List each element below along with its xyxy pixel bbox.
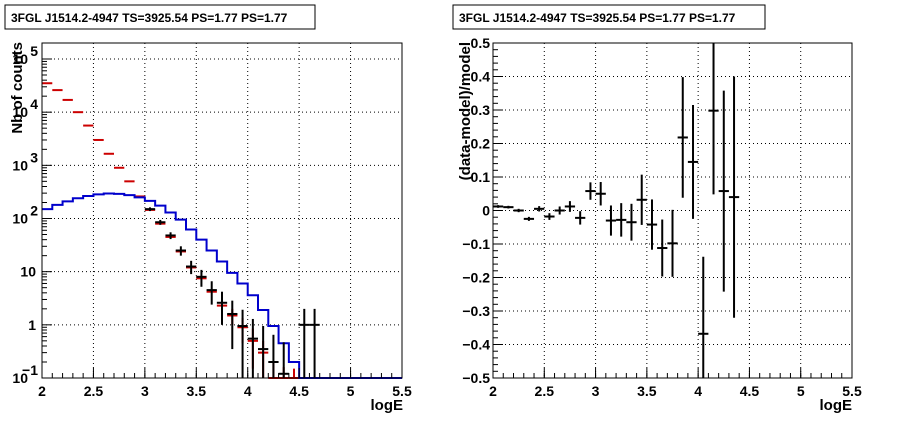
- residual-point: [534, 206, 545, 212]
- residual-point: [605, 205, 617, 236]
- data-point: [216, 291, 228, 325]
- data-point: [186, 260, 197, 275]
- residual-point: [626, 203, 637, 241]
- data-point: [155, 219, 166, 225]
- x-tick-label: 4.5: [289, 383, 309, 399]
- residual-point: [554, 206, 565, 215]
- y-tick-exponent: 4: [30, 96, 38, 112]
- residual-point: [575, 211, 586, 225]
- x-axis-title: logE: [820, 397, 853, 414]
- data-point: [299, 308, 310, 378]
- x-tick-label: 2: [38, 383, 46, 399]
- y-tick-label: −0.5: [462, 370, 490, 386]
- title-box: [4, 4, 316, 30]
- data-point: [258, 326, 269, 378]
- y-tick-label: 10: [12, 51, 28, 67]
- y-tick-label: −0.3: [462, 303, 490, 319]
- grid: [42, 43, 402, 378]
- title-box: [452, 4, 766, 30]
- residual-point: [564, 201, 576, 212]
- x-tick-label: 3: [141, 383, 149, 399]
- y-tick-label: −0.1: [462, 236, 490, 252]
- y-tick-label: 0.2: [471, 136, 491, 152]
- chart-title: 3FGL J1514.2-4947 TS=3925.54 PS=1.77 PS=…: [459, 11, 736, 25]
- y-tick-label: 1: [28, 317, 36, 333]
- axes: 2 2.5 3 3.5 4 4.5 5 5.5 −0.5 −0.4 −0.3 −0.2 −0.1 0 0.1…: [462, 35, 862, 399]
- y-tick-label: 0.4: [471, 69, 491, 85]
- residual-point: [523, 216, 535, 221]
- x-tick-label: 3.5: [187, 383, 207, 399]
- y-tick-label: 10: [20, 264, 36, 280]
- data-point: [175, 246, 186, 256]
- residual-point: [667, 209, 678, 277]
- y-tick-exponent: 3: [30, 149, 38, 165]
- residual-point: [718, 90, 729, 292]
- data-point: [268, 334, 279, 378]
- x-tick-label: 5.5: [392, 383, 412, 399]
- y-tick-label: 10: [12, 157, 28, 173]
- residual-point: [544, 213, 555, 220]
- data-marks: [493, 43, 740, 378]
- data-point: [165, 232, 176, 240]
- y-tick-label: −0.4: [462, 337, 490, 353]
- y-tick-label: −0.2: [462, 270, 490, 286]
- residual-point: [657, 219, 668, 277]
- plot-frame: [41, 42, 403, 379]
- x-tick-label: 2.5: [535, 383, 555, 399]
- residual-point: [595, 182, 606, 206]
- x-tick-label: 2: [489, 383, 497, 399]
- residual-point: [585, 182, 596, 200]
- data-point: [247, 318, 258, 378]
- y-tick-exponent: 5: [30, 43, 38, 59]
- residual-point: [708, 43, 719, 195]
- data-point: [144, 207, 156, 212]
- y-tick-label: 10: [12, 370, 28, 386]
- y-tick-label: 0.5: [471, 35, 491, 51]
- x-tick-label: 4: [694, 383, 702, 399]
- x-tick-label: 5: [797, 383, 805, 399]
- residuals-panel: 2 2.5 3 3.5 4 4.5 5 5.5 −0.5 −0.4 −0.3 −0.2 −0.1 0 0.1…: [452, 4, 862, 414]
- x-tick-label: 5.5: [842, 383, 862, 399]
- residual-point: [698, 256, 709, 378]
- residual-point: [503, 205, 514, 209]
- residual-point: [636, 174, 647, 225]
- residual-point: [616, 203, 627, 237]
- data-point: [278, 342, 289, 378]
- x-tick-label: 2.5: [84, 383, 104, 399]
- y-tick-label: 0.3: [471, 102, 491, 118]
- data-point: [196, 269, 207, 287]
- data-point: [227, 300, 238, 350]
- residual-point: [687, 104, 699, 219]
- x-tick-label: 3: [592, 383, 600, 399]
- residual-point: [646, 199, 658, 250]
- chart-title: 3FGL J1514.2-4947 TS=3925.54 PS=1.77 PS=…: [11, 11, 288, 25]
- y-tick-exponent: −1: [22, 362, 38, 378]
- y-tick-label: 10: [12, 104, 28, 120]
- x-axis-title: logE: [371, 397, 404, 414]
- y-axis-title: Nb of counts: [9, 42, 26, 134]
- x-tick-label: 4.5: [740, 383, 760, 399]
- y-tick-exponent: 2: [30, 203, 38, 219]
- residual-point: [493, 205, 504, 208]
- y-tick-label: 0: [482, 203, 490, 219]
- y-tick-label: 10: [12, 211, 28, 227]
- residual-point: [513, 208, 524, 213]
- data-point: [309, 308, 320, 378]
- data-point: [206, 281, 217, 305]
- x-tick-label: 3.5: [637, 383, 657, 399]
- data-point: [237, 309, 248, 378]
- residual-point: [728, 76, 740, 318]
- x-tick-label: 5: [347, 383, 355, 399]
- plot-area: [42, 43, 402, 378]
- y-axis-title: (data-model)/model: [457, 42, 474, 180]
- y-tick-label: 0.1: [471, 169, 491, 185]
- residual-point: [677, 77, 688, 198]
- x-tick-label: 4: [244, 383, 252, 399]
